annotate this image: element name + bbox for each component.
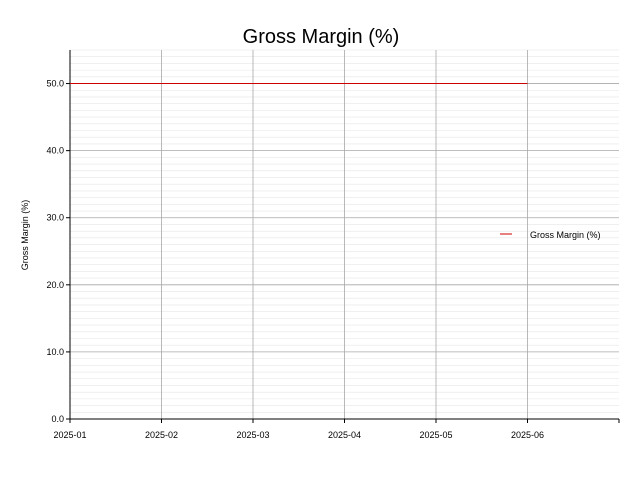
x-tick-label: 2025-02 xyxy=(145,430,178,440)
x-tick-label: 2025-05 xyxy=(419,430,452,440)
y-tick-label: 10.0 xyxy=(46,347,64,357)
chart-title: Gross Margin (%) xyxy=(243,26,400,48)
legend[interactable]: Gross Margin (%) xyxy=(500,230,601,240)
y-tick-label: 20.0 xyxy=(46,280,64,290)
y-tick-label: 40.0 xyxy=(46,146,64,156)
x-tick-label: 2025-01 xyxy=(53,430,86,440)
x-tick-label: 2025-04 xyxy=(328,430,361,440)
y-axis-label: Gross Margin (%) xyxy=(20,200,30,271)
y-tick-label: 30.0 xyxy=(46,213,64,223)
x-tick-label: 2025-03 xyxy=(236,430,269,440)
x-tick-label: 2025-06 xyxy=(511,430,544,440)
y-tick-label: 0.0 xyxy=(51,414,64,424)
y-tick-label: 50.0 xyxy=(46,79,64,89)
legend-item-label: Gross Margin (%) xyxy=(530,230,601,240)
ticks: 0.0 10.0 20.0 30.0 40.0 50.0 2025-01 2025-02 202… xyxy=(46,79,620,440)
